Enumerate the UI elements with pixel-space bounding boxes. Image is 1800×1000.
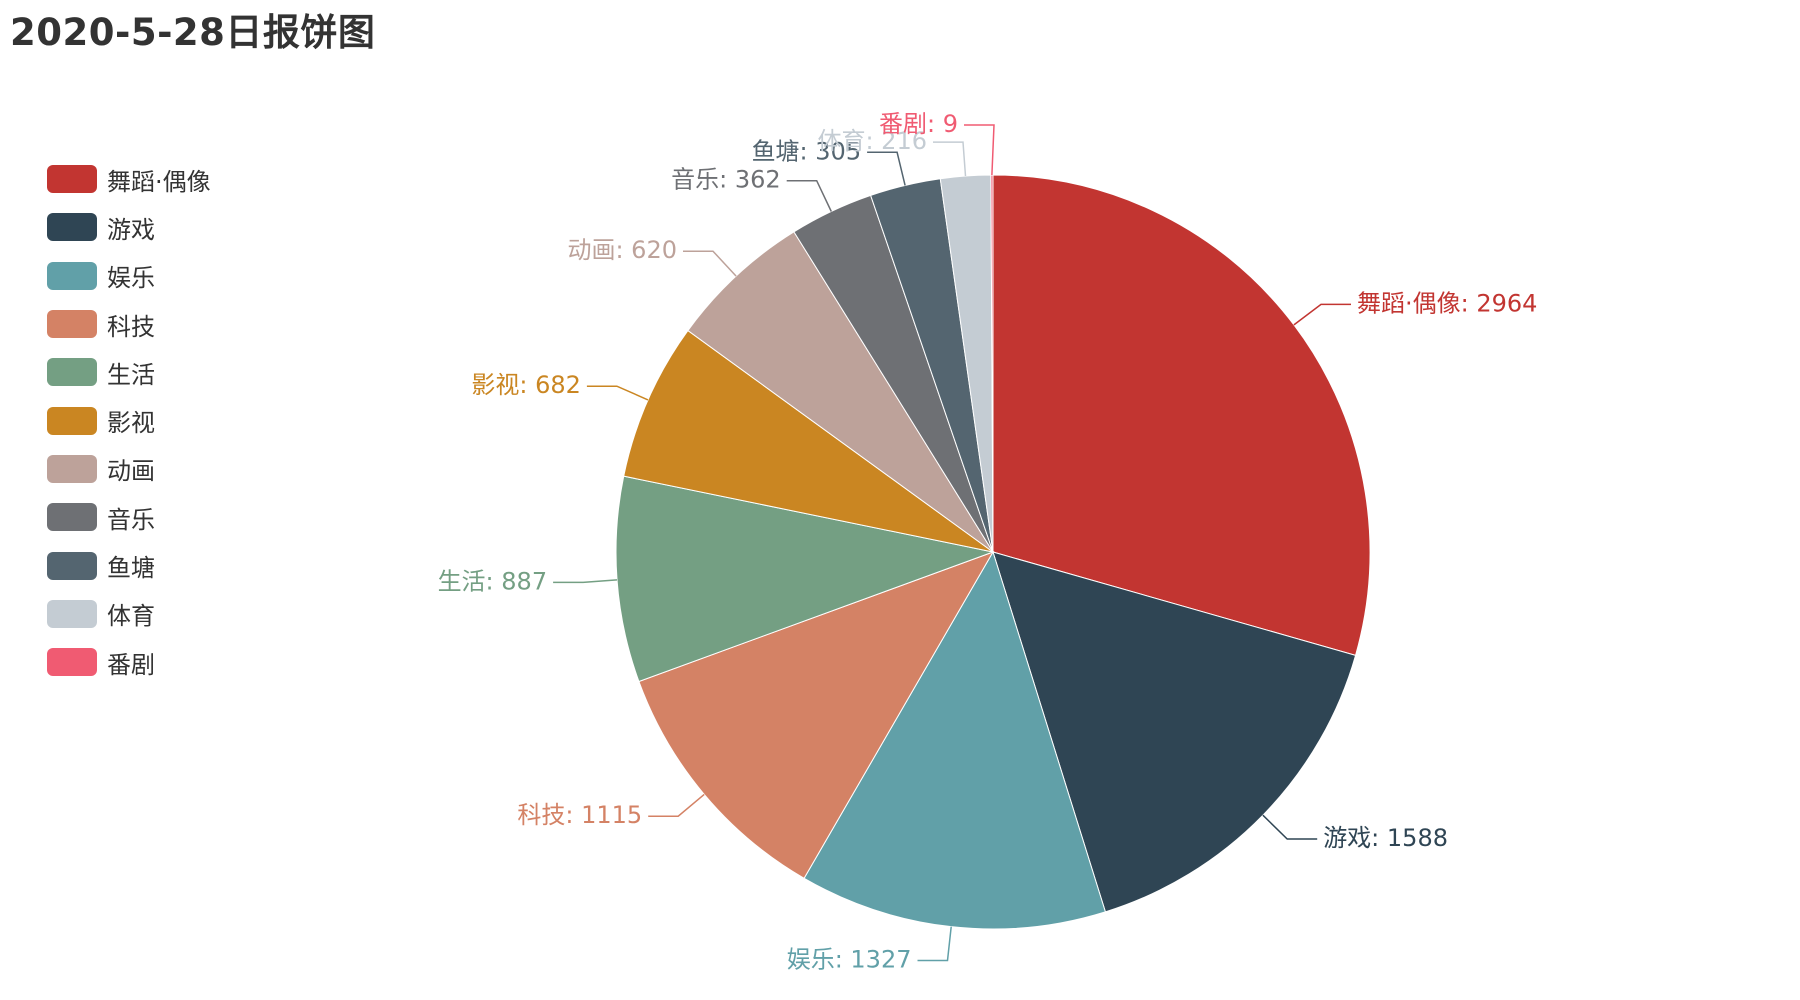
- slice-label: 番剧: 9: [879, 110, 958, 138]
- legend-label: 体育: [107, 602, 155, 631]
- legend-item[interactable]: 生活: [47, 348, 211, 396]
- label-line: [1293, 303, 1351, 326]
- legend-label: 音乐: [107, 505, 155, 534]
- label-line: [786, 179, 832, 212]
- legend-swatch: [47, 454, 97, 483]
- legend-swatch: [47, 261, 97, 290]
- slice-label: 鱼塘: 305: [752, 137, 862, 165]
- legend-item[interactable]: 影视: [47, 396, 211, 444]
- label-line: [964, 124, 995, 176]
- label-line: [648, 793, 705, 817]
- legend-label: 娱乐: [107, 264, 155, 293]
- slice-label: 动画: 620: [567, 236, 677, 264]
- slice-label: 体育: 216: [817, 127, 927, 155]
- label-line: [917, 926, 952, 962]
- legend-swatch: [47, 406, 97, 435]
- pie-slice[interactable]: [623, 329, 994, 553]
- legend-swatch: [47, 503, 97, 532]
- pie-slices: [615, 174, 1371, 930]
- legend-swatch: [47, 165, 97, 194]
- legend-swatch: [47, 648, 97, 677]
- legend-item[interactable]: 游戏: [47, 203, 211, 251]
- pie-slice[interactable]: [803, 550, 1107, 930]
- legend-label: 科技: [107, 312, 155, 341]
- chart-title: 2020-5-28日报饼图: [10, 11, 376, 54]
- legend-swatch: [47, 358, 97, 387]
- legend-item[interactable]: 番剧: [47, 638, 211, 686]
- slice-labels: 舞蹈·偶像: 2964 游戏: 1588 娱乐: 1327 科技: 1115 生活: 8…: [438, 110, 1538, 974]
- label-line: [933, 141, 967, 177]
- legend-item[interactable]: 音乐: [47, 493, 211, 541]
- label-line: [553, 579, 618, 584]
- slice-label: 生活: 887: [438, 567, 548, 595]
- slice-label: 影视: 682: [471, 371, 581, 399]
- legend-item[interactable]: 鱼塘: [47, 541, 211, 589]
- legend-label: 舞蹈·偶像: [107, 167, 211, 196]
- legend-swatch: [47, 551, 97, 580]
- slice-label: 科技: 1115: [517, 801, 642, 829]
- legend: 舞蹈·偶像游戏娱乐科技生活影视动画音乐鱼塘体育番剧: [47, 155, 211, 686]
- legend-label: 影视: [107, 409, 155, 438]
- legend-item[interactable]: 体育: [47, 590, 211, 638]
- label-line: [1262, 814, 1318, 840]
- legend-item[interactable]: 动画: [47, 445, 211, 493]
- legend-label: 番剧: [107, 650, 155, 679]
- legend-label: 生活: [107, 360, 155, 389]
- label-line: [586, 385, 649, 401]
- slice-label: 音乐: 362: [671, 166, 781, 194]
- pie-slice[interactable]: [615, 475, 995, 683]
- legend-label: 游戏: [107, 215, 155, 244]
- label-line: [683, 250, 737, 277]
- legend-swatch: [47, 213, 97, 242]
- pie-slice[interactable]: [990, 174, 994, 553]
- legend-item[interactable]: 舞蹈·偶像: [47, 155, 211, 203]
- label-line: [867, 151, 906, 186]
- legend-label: 鱼塘: [107, 554, 155, 583]
- slice-label: 舞蹈·偶像: 2964: [1357, 289, 1537, 317]
- legend-item[interactable]: 娱乐: [47, 252, 211, 300]
- legend-swatch: [47, 310, 97, 339]
- legend-label: 动画: [107, 457, 155, 486]
- label-lines: [553, 124, 1351, 962]
- legend-item[interactable]: 科技: [47, 300, 211, 348]
- pie-slice[interactable]: [638, 551, 995, 879]
- slice-label: 游戏: 1588: [1323, 824, 1448, 852]
- legend-swatch: [47, 599, 97, 628]
- slice-label: 娱乐: 1327: [787, 946, 912, 974]
